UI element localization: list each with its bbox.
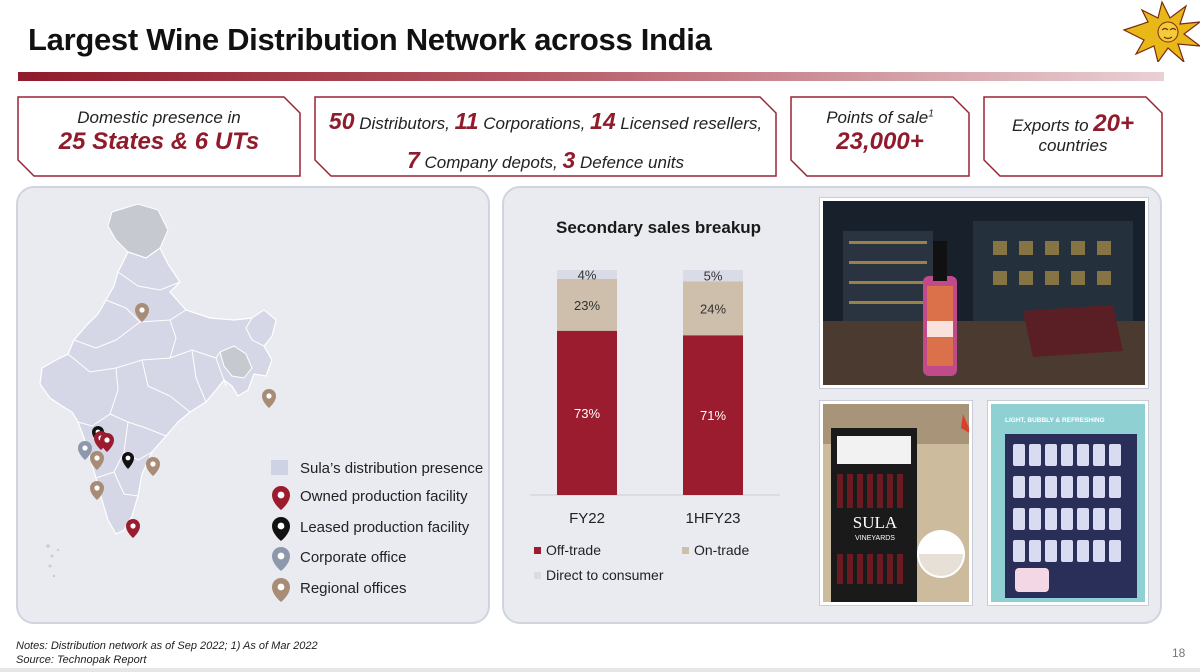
exports-post: countries	[1038, 136, 1108, 155]
domestic-line2: 25 States & 6 UTs	[58, 128, 260, 155]
legend-label-on-trade: On-trade	[694, 542, 749, 558]
data-label-direct-to-consumer-1hfy23: 5%	[704, 269, 723, 284]
exports-pre: Exports to	[1012, 116, 1094, 135]
resellers-label: Licensed resellers,	[615, 114, 763, 133]
title-underline	[18, 72, 1164, 81]
legend-label-direct-to-consumer: Direct to consumer	[546, 567, 664, 583]
bar-on-trade-fy22	[557, 279, 617, 331]
legend-owned-label: Owned production facility	[300, 488, 468, 505]
sula-display-image: SULA VINEYARDS	[823, 404, 969, 602]
legend-presence: Sula’s distribution presence	[270, 458, 510, 482]
leased-facility-pin-2	[122, 452, 134, 469]
corporate-office-pin	[78, 441, 92, 460]
pos-footnote: 1	[928, 108, 934, 120]
domestic-line1: Domestic presence in	[77, 108, 241, 127]
bar-direct-to-consumer-1hfy23	[683, 270, 743, 282]
legend-regional-label: Regional offices	[300, 580, 407, 597]
footer-rule	[0, 668, 1200, 672]
pos-label: Points of sale	[826, 108, 929, 127]
legend-swatch-off-trade	[534, 547, 541, 554]
legend-presence-label: Sula’s distribution presence	[300, 460, 484, 477]
data-label-on-trade-fy22: 23%	[574, 298, 600, 313]
bar-off-trade-1hfy23	[683, 335, 743, 495]
regional-pin-icon	[272, 578, 290, 602]
sula-sun-logo	[1122, 0, 1200, 62]
depots-label: Company depots,	[419, 153, 563, 172]
page-number: 18	[1172, 646, 1186, 660]
resellers-count: 14	[590, 108, 616, 134]
callout-network: 50 Distributors, 11 Corporations, 14 Lic…	[315, 104, 776, 182]
india-map	[39, 203, 277, 578]
regional-office-pin-goa	[90, 481, 104, 500]
fridge-banner-text: LIGHT, BUBBLY & REFRESHING	[1005, 417, 1105, 424]
callout-exports: Exports to 20+ countries	[984, 110, 1162, 156]
exports-value: 20+	[1093, 110, 1134, 137]
legend-swatch-direct-to-consumer	[534, 572, 541, 579]
owned-pin-icon	[272, 486, 290, 510]
bar-on-trade-1hfy23	[683, 281, 743, 336]
fridge-photo: LIGHT, BUBBLY & REFRESHING	[988, 401, 1148, 605]
presence-swatch-icon	[271, 460, 288, 475]
data-label-on-trade-1hfy23: 24%	[700, 301, 726, 316]
owned-facility-pin-south	[126, 519, 140, 538]
bar-direct-to-consumer-fy22	[557, 270, 617, 279]
owned-facility-pin-2	[100, 433, 114, 452]
legend-corporate-label: Corporate office	[300, 549, 407, 566]
legend-owned: Owned production facility	[270, 486, 510, 510]
source-line: Source: Technopak Report	[16, 654, 147, 666]
callout-pos: Points of sale1 23,000+	[791, 108, 969, 156]
corporate-pin-icon	[272, 547, 290, 571]
regional-office-pin-north	[135, 303, 149, 322]
regional-office-pin-west	[90, 451, 104, 470]
legend-label-off-trade: Off-trade	[546, 542, 601, 558]
regional-office-pin-central	[146, 457, 160, 476]
legend-leased: Leased production facility	[270, 517, 510, 541]
sula-sign-subtext: VINEYARDS	[855, 535, 895, 542]
notes-line: Notes: Distribution network as of Sep 20…	[16, 640, 318, 652]
legend-regional: Regional offices	[270, 578, 510, 602]
chart-title: Secondary sales breakup	[556, 218, 762, 237]
sula-display-photo: SULA VINEYARDS	[820, 401, 972, 605]
data-label-off-trade-fy22: 73%	[574, 406, 600, 421]
defence-label: Defence units	[575, 153, 684, 172]
x-tick-label-fy22: FY22	[569, 510, 605, 527]
x-tick-label-1hfy23: 1HFY23	[685, 510, 740, 527]
depots-count: 7	[407, 147, 420, 173]
leased-pin-icon	[272, 517, 290, 541]
sula-sign-text: SULA	[853, 513, 898, 532]
stacked-bar-chart: 73% 23% 4% FY22 71% 24% 5% 1HFY23 Off-trade On-tr…	[530, 268, 780, 583]
callout-domestic: Domestic presence in 25 States & 6 UTs	[18, 108, 300, 156]
corporations-count: 11	[454, 108, 479, 134]
callout-outlines	[17, 96, 1163, 177]
legend-leased-label: Leased production facility	[300, 519, 470, 536]
fridge-image: LIGHT, BUBBLY & REFRESHING	[991, 404, 1145, 602]
data-label-off-trade-1hfy23: 71%	[700, 408, 726, 423]
defence-count: 3	[562, 147, 576, 173]
data-label-direct-to-consumer-fy22: 4%	[578, 268, 597, 283]
store-interior-image	[823, 201, 1145, 385]
legend-swatch-on-trade	[682, 547, 689, 554]
regional-office-pin-east	[262, 389, 276, 408]
page-title: Largest Wine Distribution Network across…	[28, 22, 712, 57]
store-interior-photo	[820, 198, 1148, 388]
corporations-label: Corporations,	[478, 114, 591, 133]
distributors-label: Distributors,	[354, 114, 455, 133]
distributors-count: 50	[328, 108, 355, 134]
bar-off-trade-fy22	[557, 330, 617, 495]
legend-corporate: Corporate office	[270, 547, 510, 571]
pos-value: 23,000+	[836, 128, 924, 155]
footnotes: Notes: Distribution network as of Sep 20…	[16, 639, 318, 667]
